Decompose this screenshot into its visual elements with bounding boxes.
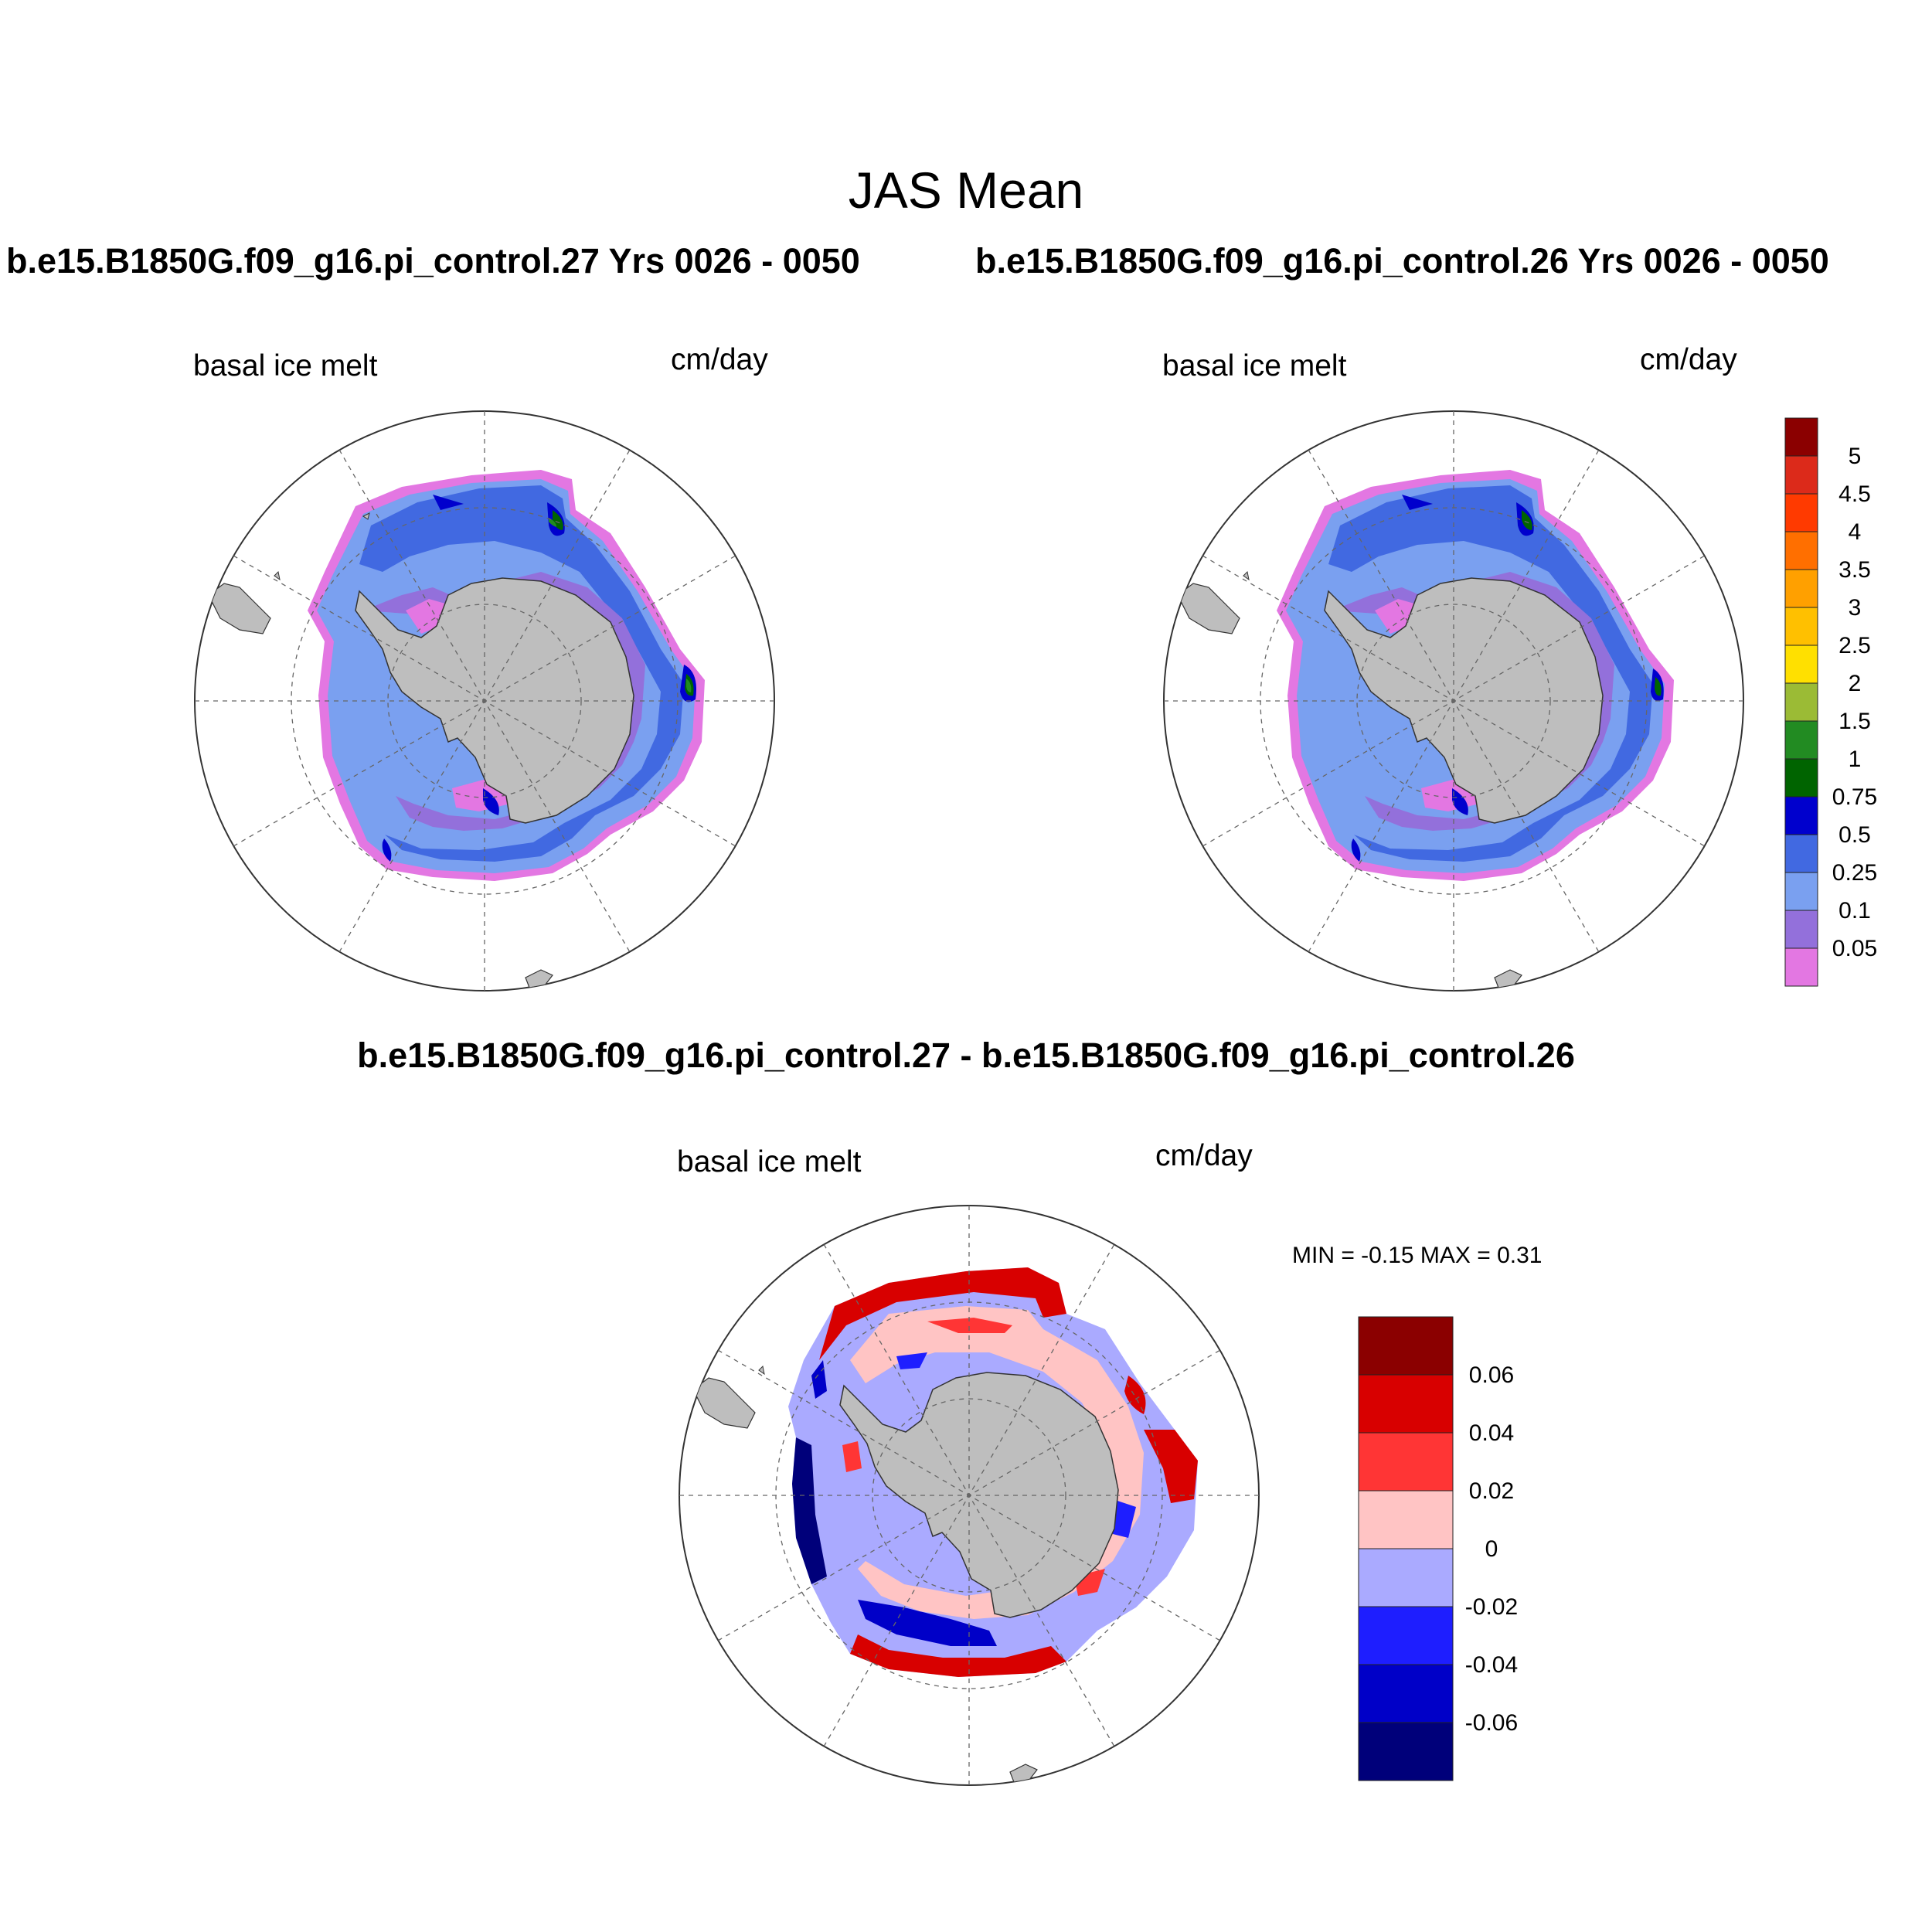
colorbar-top-tick-label: 0.25 <box>1832 860 1877 886</box>
difference-field <box>788 1267 1198 1677</box>
colorbar-top-tick-label: 1.5 <box>1838 709 1871 734</box>
colorbar-top-tick-label: 3 <box>1849 595 1862 621</box>
colorbar-diff-swatch <box>1358 1432 1454 1492</box>
polar-map-case26 <box>1163 410 1744 992</box>
panel-title-case26: b.e15.B1850G.f09_g16.pi_control.26 Yrs 0… <box>975 241 1829 281</box>
colorbar-diff-tick-label: -0.04 <box>1465 1652 1518 1678</box>
colorbar-top-swatch <box>1784 834 1818 873</box>
panel-title-diff: b.e15.B1850G.f09_g16.pi_control.27 - b.e… <box>357 1036 1575 1075</box>
colorbar-top-swatch <box>1784 417 1818 457</box>
map-graticule <box>195 411 774 991</box>
panel-title-case27: b.e15.B1850G.f09_g16.pi_control.27 Yrs 0… <box>6 241 860 281</box>
colorbar-top-tick-label: 0.5 <box>1838 822 1871 848</box>
panel-units-case26: cm/day <box>1640 343 1737 376</box>
colorbar-top-tick-label: 5 <box>1849 444 1862 469</box>
panel-label-case26: basal ice melt <box>1162 349 1347 383</box>
colorbar-top-swatch <box>1784 493 1818 532</box>
colorbar-top-swatch <box>1784 720 1818 760</box>
colorbar-diff-swatch <box>1358 1374 1454 1434</box>
colorbar-top-tick-label: 0.1 <box>1838 898 1871 923</box>
colorbar-top-swatch <box>1784 910 1818 949</box>
colorbar-diff-swatch <box>1358 1316 1454 1376</box>
colorbar-diff-tick-label: -0.02 <box>1465 1594 1518 1620</box>
colorbar-diff-tick-label: 0.06 <box>1469 1362 1514 1388</box>
colorbar-top-swatch <box>1784 531 1818 570</box>
colorbar-diff-swatch <box>1358 1664 1454 1723</box>
colorbar-diff-swatch <box>1358 1548 1454 1607</box>
colorbar-top-swatch <box>1784 758 1818 798</box>
colorbar-top-tick-label: 3.5 <box>1838 557 1871 583</box>
polar-map-difference <box>679 1205 1260 1786</box>
colorbar-diff-tick-label: 0.02 <box>1469 1478 1514 1504</box>
colorbar-diff-tick-label: -0.06 <box>1465 1710 1518 1736</box>
colorbar-top: 0.05 0.1 0.25 0.5 0.75 1 1.5 2 2.5 3 3.5 4 4.5 5 <box>1784 417 1877 987</box>
colorbar-diff-swatch <box>1358 1722 1454 1781</box>
colorbar-top-tick-label: 0.05 <box>1832 936 1877 961</box>
colorbar-top-swatch <box>1784 645 1818 684</box>
colorbar-top-swatch <box>1784 682 1818 722</box>
colorbar-top-tick-label: 1 <box>1849 747 1862 772</box>
colorbar-top-tick-label: 2 <box>1849 671 1862 696</box>
colorbar-top-swatch <box>1784 796 1818 835</box>
colorbar-top-swatch <box>1784 569 1818 608</box>
colorbar-diff-swatch <box>1358 1606 1454 1665</box>
colorbar-top-tick-label: 2.5 <box>1838 633 1871 658</box>
polar-map-case27 <box>194 410 775 992</box>
colorbar-top-swatch <box>1784 455 1818 495</box>
panel-units-diff: cm/day <box>1155 1139 1253 1172</box>
colorbar-top-tick-label: 4.5 <box>1838 481 1871 507</box>
colorbar-diff-swatch <box>1358 1490 1454 1549</box>
colorbar-diff-tick-label: 0.04 <box>1469 1420 1514 1446</box>
figure-title: JAS Mean <box>848 162 1084 219</box>
colorbar-top-tick-label: 0.75 <box>1832 784 1877 810</box>
colorbar-top-swatch <box>1784 872 1818 911</box>
panel-units-case27: cm/day <box>671 343 768 376</box>
colorbar-top-swatch <box>1784 947 1818 987</box>
panel-label-diff: basal ice melt <box>677 1145 862 1179</box>
colorbar-top-tick-label: 4 <box>1849 519 1862 545</box>
map-graticule <box>1164 411 1743 991</box>
colorbar-top-swatch <box>1784 607 1818 646</box>
colorbar-difference: -0.06 -0.04 -0.02 0 0.02 0.04 0.06 <box>1358 1316 1518 1781</box>
colorbar-diff-tick-label: 0 <box>1485 1536 1498 1562</box>
map-graticule <box>679 1206 1259 1785</box>
minmax-annotation: MIN = -0.15 MAX = 0.31 <box>1292 1243 1543 1268</box>
panel-label-case27: basal ice melt <box>193 349 378 383</box>
